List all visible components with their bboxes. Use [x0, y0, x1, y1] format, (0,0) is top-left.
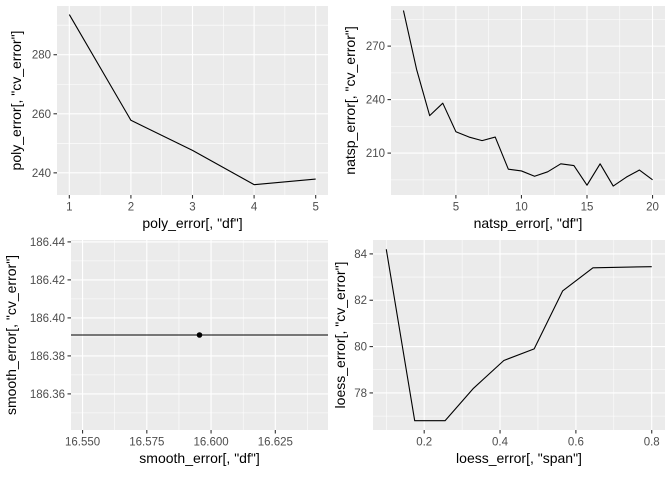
- x-tick-label: 16.600: [193, 437, 228, 449]
- y-tick-label: 260: [32, 109, 51, 121]
- y-axis-title: natsp_error[, "cv_error"]: [342, 26, 358, 174]
- y-tick-label: 186.36: [30, 389, 65, 401]
- x-tick-label: 15: [581, 202, 594, 214]
- x-tick-label: 4: [251, 202, 258, 214]
- x-tick-label: 2: [128, 202, 134, 214]
- x-tick-label: 16.550: [65, 437, 100, 449]
- y-axis-title: loess_error[, "cv_error"]: [332, 262, 348, 409]
- y-tick-label: 240: [366, 95, 385, 107]
- y-tick-label: 78: [354, 388, 367, 400]
- panel-4: 0.2 0.4 0.6 0.8 78 80 82 84 loess_error[, "span"…: [332, 240, 665, 466]
- data-point: [196, 332, 203, 338]
- x-tick-label: 0.2: [416, 437, 432, 449]
- y-tick-label: 186.40: [30, 313, 65, 325]
- x-tick-label: 20: [646, 202, 659, 214]
- y-axis-title: poly_error[, "cv_error"]: [8, 31, 24, 171]
- x-tick-label: 5: [312, 202, 318, 214]
- x-axis-title: natsp_error[, "df"]: [474, 215, 583, 231]
- y-tick-label: 210: [366, 148, 385, 160]
- y-tick-label: 80: [354, 342, 367, 354]
- x-axis-title: loess_error[, "span"]: [456, 450, 582, 466]
- x-tick-label: 1: [66, 202, 72, 214]
- panel-1: 1 2 3 4 5 240 260 280 poly_error[, "df"] poly_err…: [8, 6, 328, 231]
- series-line: [385, 249, 652, 422]
- series-line: [402, 10, 653, 187]
- x-tick-label: 10: [515, 202, 528, 214]
- y-axis-title: smooth_error[, "cv_error"]: [3, 255, 19, 415]
- x-tick-label: 16.625: [258, 437, 293, 449]
- panel-3: 16.550 16.575 16.600 16.625 186.36 186.38 186.…: [3, 237, 328, 466]
- y-tick-label: 186.38: [30, 351, 65, 363]
- x-axis-title: poly_error[, "df"]: [142, 215, 242, 231]
- y-tick-label: 280: [32, 50, 51, 62]
- x-tick-label: 5: [453, 202, 459, 214]
- x-tick-label: 3: [189, 202, 195, 214]
- x-tick-label: 16.575: [129, 437, 164, 449]
- y-tick-label: 240: [32, 168, 51, 180]
- panel-background: [373, 240, 665, 430]
- panel-2: 5 10 15 20 210 240 270 natsp_error[, "df"] natsp…: [342, 6, 665, 231]
- x-tick-label: 0.6: [568, 437, 584, 449]
- x-axis-title: smooth_error[, "df"]: [139, 450, 259, 466]
- y-tick-label: 82: [354, 295, 367, 307]
- y-tick-label: 186.42: [30, 275, 65, 287]
- x-tick-label: 0.8: [644, 437, 660, 449]
- y-tick-label: 270: [366, 41, 385, 53]
- panel-background: [391, 6, 665, 195]
- x-tick-label: 0.4: [492, 437, 509, 449]
- series-line: [68, 14, 316, 186]
- y-tick-label: 186.44: [30, 237, 66, 249]
- y-tick-label: 84: [354, 249, 367, 261]
